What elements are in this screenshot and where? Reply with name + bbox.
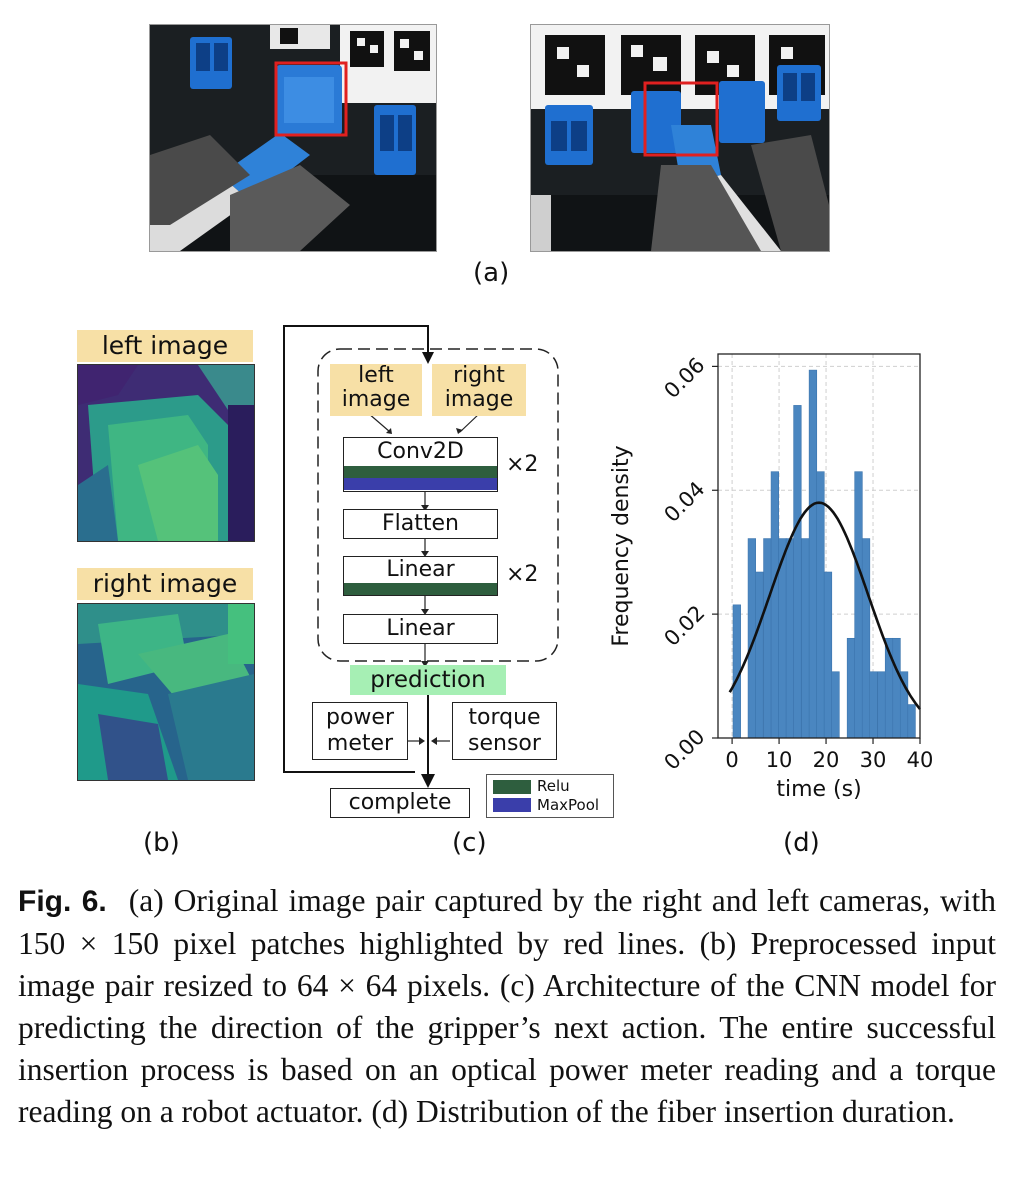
caption-text: (a) Original image pair captured by the … [18,883,996,1129]
histogram-bar [831,671,840,739]
y-tick-label: 0.00 [659,725,709,775]
histogram-bar [793,405,802,739]
left-camera-photo [149,24,437,252]
legend-relu-swatch [493,780,531,794]
panel-c-label: (c) [452,828,487,858]
histogram-bar [907,704,916,739]
histogram-bar [892,637,901,739]
linear-layer-1: Linear [343,556,498,596]
panel-d-label: (d) [783,828,820,858]
power-meter-box: power meter [312,702,408,760]
histogram-bar [823,571,833,739]
histogram-bar [755,571,764,739]
right-preprocessed-image [77,603,255,781]
conv2d-layer: Conv2D [343,437,498,492]
flatten-layer: Flatten [343,509,498,539]
left-preprocessed-image [77,364,255,542]
legend-maxpool-label: MaxPool [537,796,600,814]
x-tick-label: 10 [766,748,793,772]
normal-fit-curve [728,501,922,710]
x-tick-label: 30 [860,748,887,772]
right-image-input: right image [432,364,526,416]
x-tick-label: 40 [907,748,934,772]
maxpool-bar [344,478,497,490]
panel-a-label: (a) [473,258,510,288]
relu-bar [344,583,497,595]
histogram-bar [785,538,795,739]
linear-repeat: ×2 [506,562,539,587]
architecture-lines [283,325,559,788]
plot-frame [717,353,921,739]
histogram-bar [763,538,772,739]
y-tick-label: 0.04 [659,477,709,527]
relu-bar [344,466,497,478]
figure-number: Fig. 6. [18,885,107,918]
figure-caption: Fig. 6. (a) Original image pair captured … [18,880,996,1133]
panel-b-label: (b) [143,828,180,858]
histogram-bar [869,671,878,739]
histogram-bar [816,471,825,739]
y-tick-label: 0.06 [659,353,709,403]
histogram-bar [861,538,871,739]
histogram-bar [770,471,779,739]
histogram-bar [808,369,818,739]
right-image-tag: right image [77,568,253,600]
histogram-bar [846,637,856,739]
complete-box: complete [330,788,470,818]
torque-sensor-box: torque sensor [452,702,557,760]
y-axis-label: Frequency density [609,445,634,646]
histogram-bar [801,538,810,739]
layer-legend: Relu MaxPool [486,774,614,818]
x-tick-label: 20 [813,748,840,772]
conv-repeat: ×2 [506,452,539,477]
x-axis-label: time (s) [776,777,861,802]
linear-layer-2: Linear [343,614,498,644]
left-image-input: left image [330,364,422,416]
histogram-bar [877,671,886,739]
x-tick-label: 0 [725,748,738,772]
insertion-duration-histogram: 0 10 20 30 40 0.00 0.02 0.04 0.06 time (s) Frequen… [609,353,934,802]
y-tick-label: 0.02 [659,601,709,651]
prediction-output: prediction [350,665,506,695]
legend-relu-label: Relu [537,777,570,795]
left-image-tag: left image [77,330,253,362]
legend-maxpool-swatch [493,798,531,812]
histogram-bar [854,471,863,739]
right-camera-photo [530,24,830,252]
